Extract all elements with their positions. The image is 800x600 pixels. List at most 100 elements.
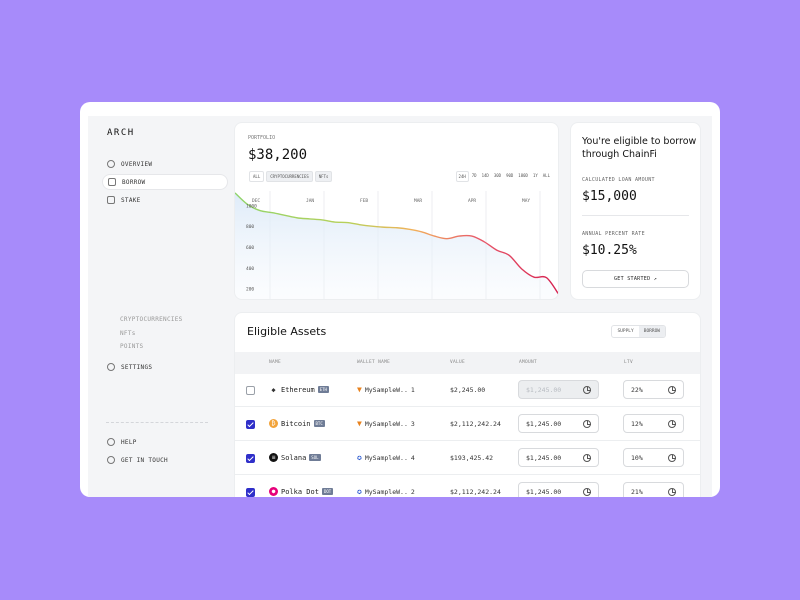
eligibility-divider [582,215,689,216]
sidebar-item-settings[interactable]: SETTINGS [102,359,228,375]
range-14d[interactable]: 14D [481,173,489,178]
sidebar-item-help[interactable]: HELP [102,434,228,450]
pie-chart-icon[interactable] [668,453,676,462]
amount-value: $1,245.00 [526,419,562,428]
x-tick-label: FEB [360,198,368,204]
sidebar-item-label: HELP [121,438,137,446]
y-tick-label: 200 [246,287,254,293]
amount-value: $1,245.00 [526,453,562,462]
sidebar-subitem-cryptocurrencies[interactable]: CRYPTOCURRENCIES [120,316,183,323]
wallet-name: MySampleW.. [364,385,408,394]
filter-all[interactable]: ALL [249,171,265,182]
column-header-value: VALUE [450,360,466,365]
loan-amount-value: $15,000 [582,189,637,204]
sidebar-item-get-in-touch[interactable]: GET IN TOUCH [102,452,228,468]
pie-chart-icon[interactable] [668,487,676,496]
range-90d[interactable]: 90D [506,173,514,178]
pie-chart-icon[interactable] [583,385,591,394]
amount-input[interactable]: $1,245.00 [518,414,599,433]
wallet-shield-icon: ✪ [357,453,362,462]
table-row: ₿ Bitcoin BTC ▼ MySampleW.. 3 $2,112,242… [235,408,700,441]
stake-icon [107,196,115,204]
amount-input[interactable]: $1,245.00 [518,448,599,467]
row-checkbox[interactable] [246,488,255,497]
ltv-input[interactable]: 10% [623,448,684,467]
amount-value: $1,245.00 [526,385,562,394]
x-tick-label: MAR [414,198,422,204]
range-24h[interactable]: 24H [455,171,469,182]
coin-icon: ₿ [269,419,278,428]
range-1y[interactable]: 1Y [532,173,538,178]
pie-chart-icon[interactable] [583,487,591,496]
x-tick-label: APR [468,198,476,204]
filter-nfts[interactable]: NFTs [314,171,333,182]
y-tick-label: 1000 [246,203,257,209]
asset-cell: ● Polka Dot DOT [269,487,334,496]
asset-name: Solana [281,453,307,462]
y-tick-label: 600 [246,245,254,251]
ltv-input[interactable]: 12% [623,414,684,433]
wallet-name: MySampleW.. [364,487,408,496]
portfolio-card: PORTFOLIO $38,200 ALL CRYPTOCURRENCIES N… [234,122,559,300]
sidebar-subitem-nfts[interactable]: NFTs [120,330,136,337]
gear-icon [107,363,115,371]
asset-symbol-badge: BTC [313,420,325,427]
wallet-count: 1 [410,385,415,394]
range-180d[interactable]: 180D [518,173,528,178]
amount-input[interactable]: $1,245.00 [518,380,599,399]
sidebar-item-label: OVERVIEW [121,160,153,168]
app-frame: ARCH OVERVIEW BORROW STAKE CRYPTOCURRENC… [80,102,720,497]
wallet-cell: ▼ MySampleW.. 3 [357,419,415,428]
asset-name: Ethereum [281,385,315,394]
toggle-supply[interactable]: SUPPLY [617,329,634,334]
sidebar-item-stake[interactable]: STAKE [102,192,228,208]
wallet-name: MySampleW.. [364,453,408,462]
get-started-button[interactable]: GET STARTED ↗ [582,270,689,288]
range-all[interactable]: ALL [542,173,550,178]
pie-chart-icon[interactable] [668,419,676,428]
row-checkbox[interactable] [246,386,255,395]
toggle-borrow[interactable]: BORROW [638,326,665,337]
asset-symbol-badge: SOL [309,454,321,461]
ltv-input[interactable]: 22% [623,380,684,399]
coin-icon: ● [269,487,278,496]
sidebar-divider [106,422,208,423]
sidebar-subitem-points[interactable]: POINTS [120,343,144,350]
wallet-cell: ✪ MySampleW.. 4 [357,453,415,462]
ltv-value: 21% [631,487,643,496]
asset-cell: ◆ Ethereum ETH [269,385,329,394]
metamask-fox-icon: ▼ [357,419,362,428]
ltv-input[interactable]: 21% [623,482,684,497]
apr-value: $10.25% [582,243,637,258]
eligibility-card: You're eligible to borrow through ChainF… [570,122,701,300]
row-checkbox[interactable] [246,420,255,429]
range-30d[interactable]: 30D [493,173,502,178]
asset-name: Polka Dot [281,487,319,496]
asset-value: $2,112,242.24 [450,488,501,496]
wallet-count: 2 [410,487,415,496]
pie-chart-icon[interactable] [583,419,591,428]
eligibility-title: You're eligible to borrow through ChainF… [582,136,697,160]
coin-icon: ≡ [269,453,278,462]
assets-title: Eligible Assets [247,325,327,338]
loan-amount-label: CALCULATED LOAN AMOUNT [582,177,655,183]
sidebar-item-overview[interactable]: OVERVIEW [102,156,228,172]
amount-input[interactable]: $1,245.00 [518,482,599,497]
pie-chart-icon[interactable] [668,385,676,394]
asset-symbol-badge: ETH [317,386,329,393]
supply-borrow-toggle: SUPPLY BORROW [611,325,666,338]
y-tick-label: 800 [246,224,254,230]
pie-chart-icon[interactable] [583,453,591,462]
ltv-value: 10% [631,453,643,462]
chart-area-fill [235,192,558,299]
borrow-icon [108,178,116,186]
asset-value: $193,425.42 [450,454,494,462]
range-7d[interactable]: 7D [471,173,477,178]
row-checkbox[interactable] [246,454,255,463]
table-row: ◆ Ethereum ETH ▼ MySampleW.. 1 $2,245.00… [235,374,700,407]
amount-value: $1,245.00 [526,487,562,496]
sidebar-item-label: BORROW [122,178,146,186]
sidebar-item-borrow[interactable]: BORROW [102,174,228,190]
filter-cryptocurrencies[interactable]: CRYPTOCURRENCIES [266,171,313,182]
sidebar-item-label: SETTINGS [121,363,153,371]
